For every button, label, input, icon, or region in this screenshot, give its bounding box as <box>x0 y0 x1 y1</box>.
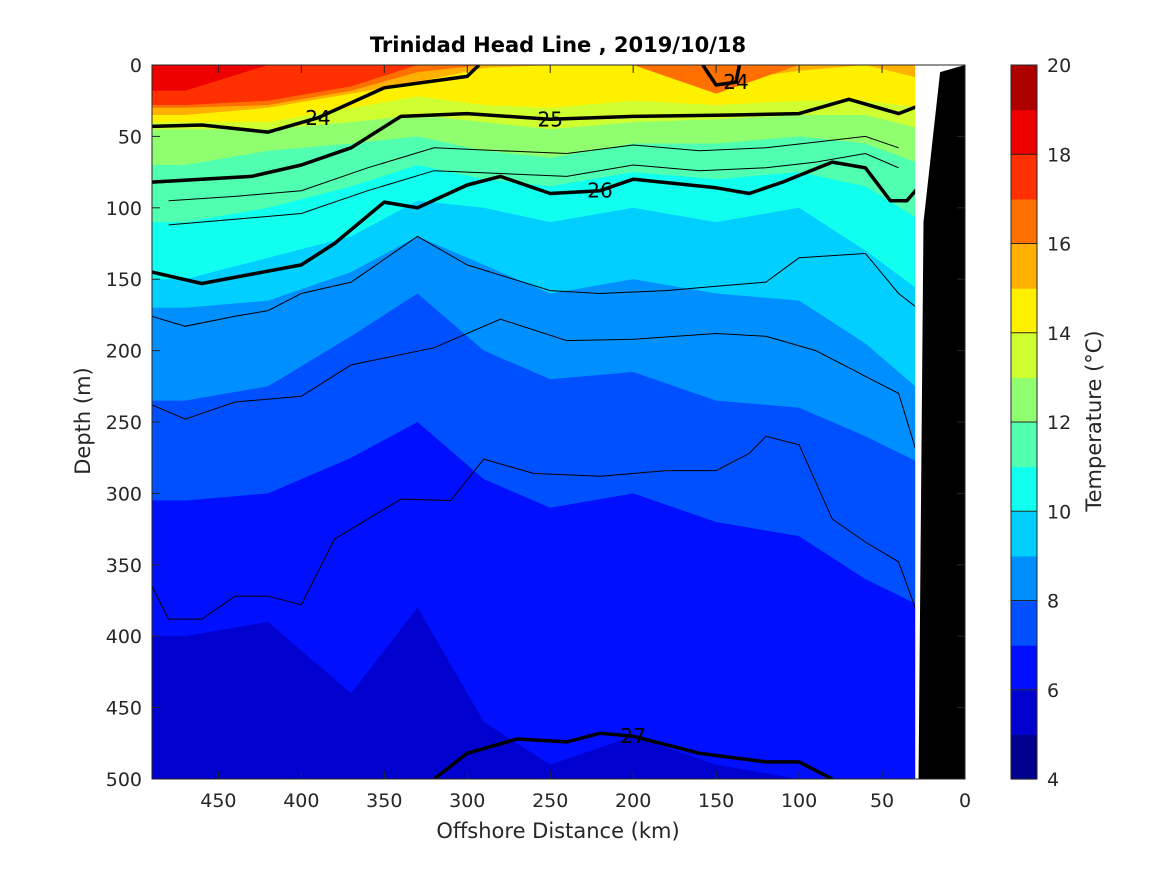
x-tick-label: 100 <box>781 790 817 812</box>
colorbar-tick-label: 16 <box>1047 234 1071 256</box>
density-contour-label: 25 <box>537 107 562 131</box>
colorbar-swatch <box>1011 377 1037 423</box>
colorbar-tick-label: 10 <box>1047 501 1071 523</box>
x-tick-label: 400 <box>283 790 319 812</box>
colorbar-swatch <box>1011 109 1037 155</box>
density-contour-25 <box>152 97 933 184</box>
temperature-fill <box>152 65 965 779</box>
colorbar-swatch <box>1011 466 1037 512</box>
colorbar-tick-label: 12 <box>1047 412 1071 434</box>
x-tick-label: 0 <box>959 790 971 812</box>
x-tick-label: 200 <box>615 790 651 812</box>
density-contour-thin <box>152 435 916 620</box>
colorbar-tick-label: 18 <box>1047 144 1071 166</box>
colorbar-label: Temperature (°C) <box>1082 330 1106 512</box>
svg-text:27: 27 <box>620 724 645 748</box>
y-tick-label: 450 <box>106 698 142 720</box>
y-tick-label: 300 <box>106 483 142 505</box>
x-tick-label: 350 <box>366 790 402 812</box>
y-tick-label: 350 <box>106 555 142 577</box>
colorbar: 4 6 8 10 12 14 16 18 20 <box>1010 55 1071 791</box>
y-axis-label: Depth (m) <box>71 367 95 474</box>
colorbar-swatch <box>1011 198 1037 245</box>
x-axis-label: Offshore Distance (km) <box>436 819 679 843</box>
colorbar-swatch <box>1011 243 1037 289</box>
density-contours: 24 24 25 26 27 <box>152 65 934 779</box>
density-contour-24 <box>701 65 742 87</box>
colorbar-tick-label: 8 <box>1047 591 1059 613</box>
colorbar-swatch <box>1011 689 1037 735</box>
density-contour-label: 24 <box>723 70 748 94</box>
temperature-band-18 <box>152 65 965 91</box>
colorbar-tick-label: 20 <box>1047 55 1071 77</box>
density-contour-27 <box>433 731 834 779</box>
density-contour-label: 26 <box>587 179 612 203</box>
x-tick-label: 450 <box>200 790 236 812</box>
y-tick-label: 400 <box>106 626 142 648</box>
y-tick-label: 250 <box>106 412 142 434</box>
colorbar-swatch <box>1011 555 1037 602</box>
y-tick-label: 100 <box>106 198 142 220</box>
density-contour-26 <box>152 160 934 286</box>
x-tick-label: 150 <box>698 790 734 812</box>
colorbar-swatch <box>1011 332 1037 378</box>
y-tick-label: 200 <box>106 341 142 363</box>
x-tick-label: 300 <box>449 790 485 812</box>
svg-text:24: 24 <box>305 106 330 130</box>
svg-text:24: 24 <box>723 70 748 94</box>
colorbar-tick-label: 6 <box>1047 680 1059 702</box>
colorbar-swatch <box>1011 65 1037 111</box>
colorbar-swatch <box>1011 600 1037 646</box>
seafloor <box>918 65 965 779</box>
colorbar-swatch <box>1011 645 1037 691</box>
temperature-band-17 <box>152 65 965 105</box>
density-contour-thin <box>168 152 899 226</box>
colorbar-swatch <box>1011 734 1037 780</box>
y-tick-label: 50 <box>118 126 142 148</box>
chart-title: Trinidad Head Line , 2019/10/18 <box>370 33 746 57</box>
x-tick-label: 50 <box>870 790 894 812</box>
y-tick-label: 150 <box>106 269 142 291</box>
x-tick-label: 250 <box>532 790 568 812</box>
density-contour-label: 27 <box>620 724 645 748</box>
y-tick-label: 0 <box>130 55 142 77</box>
colorbar-swatch <box>1011 511 1037 557</box>
density-contour-thin <box>152 318 916 448</box>
axes: 450 400 350 300 250 200 150 100 50 00501001502002… <box>106 55 971 812</box>
seafloor-mask <box>915 65 965 779</box>
density-contour-label: 24 <box>305 106 330 130</box>
density-contour-thin <box>152 235 933 327</box>
colorbar-tick-label: 4 <box>1047 769 1059 791</box>
colorbar-swatch <box>1011 288 1037 334</box>
colorbar-swatch <box>1011 154 1037 200</box>
colorbar-swatch <box>1011 422 1037 468</box>
density-contour-thin <box>168 135 899 202</box>
colorbar-tick-label: 14 <box>1047 323 1071 345</box>
svg-text:26: 26 <box>587 179 612 203</box>
svg-text:25: 25 <box>537 107 562 131</box>
density-contour-24 <box>152 65 481 134</box>
y-tick-label: 500 <box>106 769 142 791</box>
